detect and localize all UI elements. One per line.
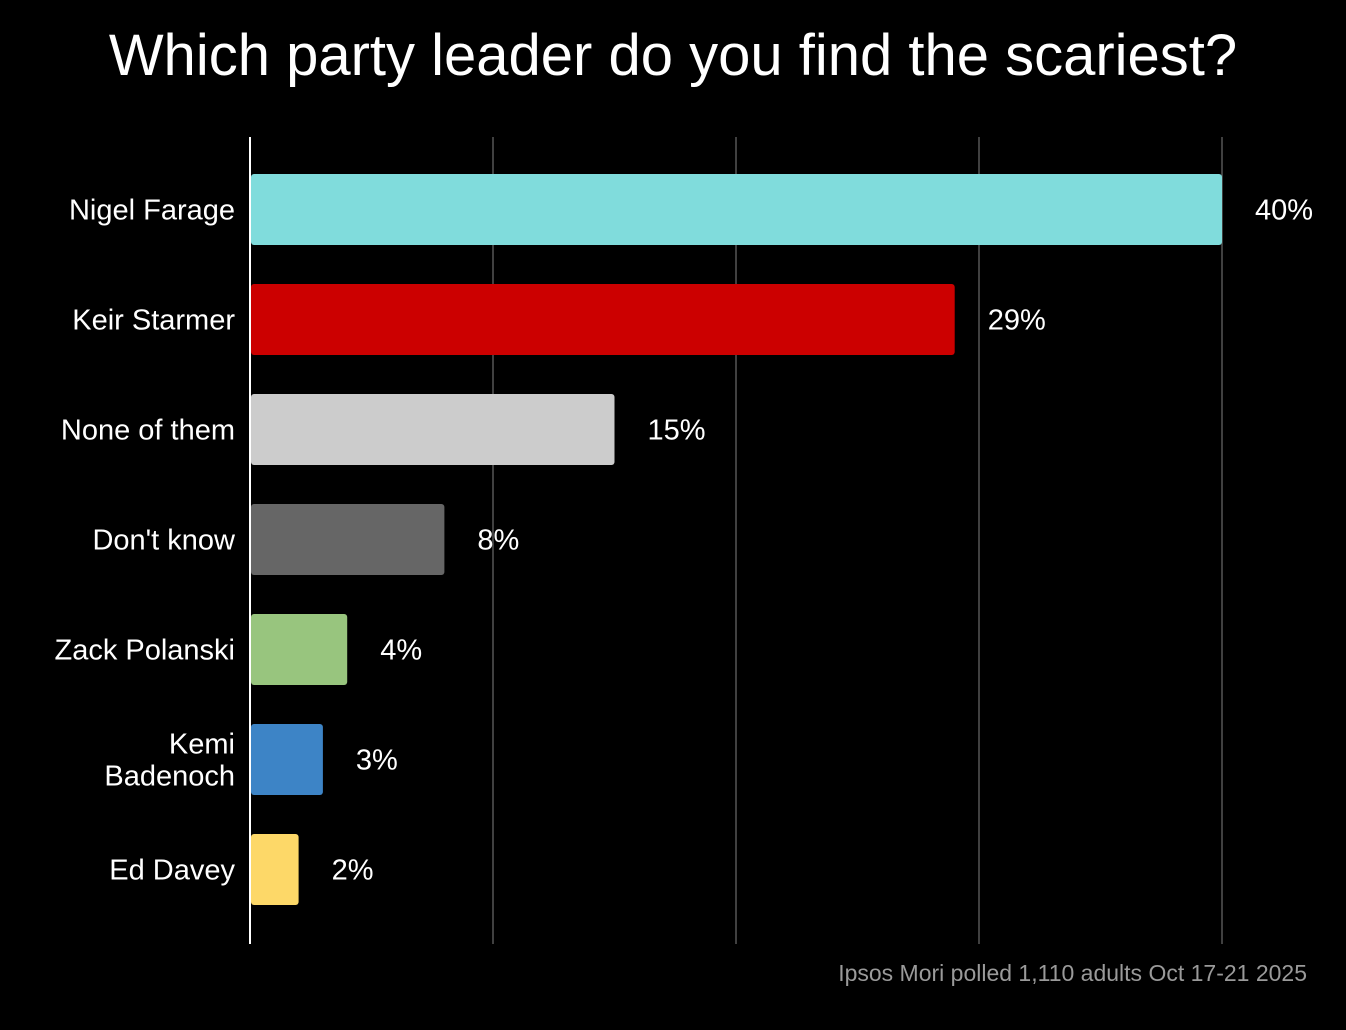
data-label-1: 29%	[988, 305, 1046, 337]
bar-1	[251, 284, 955, 355]
data-label-5: 3%	[356, 745, 398, 777]
bar-2	[251, 394, 615, 465]
bar-5	[251, 724, 323, 795]
category-label-3: Don't know	[92, 525, 236, 557]
chart-title: Which party leader do you find the scari…	[108, 23, 1238, 88]
category-label-0: Nigel Farage	[69, 195, 235, 227]
category-labels: Nigel Farage Keir Starmer None of them Don'…	[54, 195, 236, 887]
category-label-6: Ed Davey	[109, 855, 235, 887]
data-label-0: 40%	[1255, 195, 1313, 227]
category-label-4: Zack Polanski	[54, 635, 235, 667]
category-label-1: Keir Starmer	[72, 305, 235, 337]
bar-3	[251, 504, 445, 575]
bar-4	[251, 614, 348, 685]
data-label-3: 8%	[477, 525, 519, 557]
bars	[251, 174, 1222, 905]
gridlines	[492, 137, 1223, 944]
data-label-6: 2%	[332, 855, 374, 887]
bar-0	[251, 174, 1222, 245]
category-label-2: None of them	[61, 415, 235, 447]
data-label-2: 15%	[648, 415, 706, 447]
data-label-4: 4%	[380, 635, 422, 667]
source-note: Ipsos Mori polled 1,110 adults Oct 17-21…	[838, 960, 1307, 986]
data-labels: 40% 29% 15% 8% 4% 3% 2%	[332, 195, 1313, 887]
bar-6	[251, 834, 299, 905]
category-label-5: Kemi Badenoch	[104, 729, 235, 793]
